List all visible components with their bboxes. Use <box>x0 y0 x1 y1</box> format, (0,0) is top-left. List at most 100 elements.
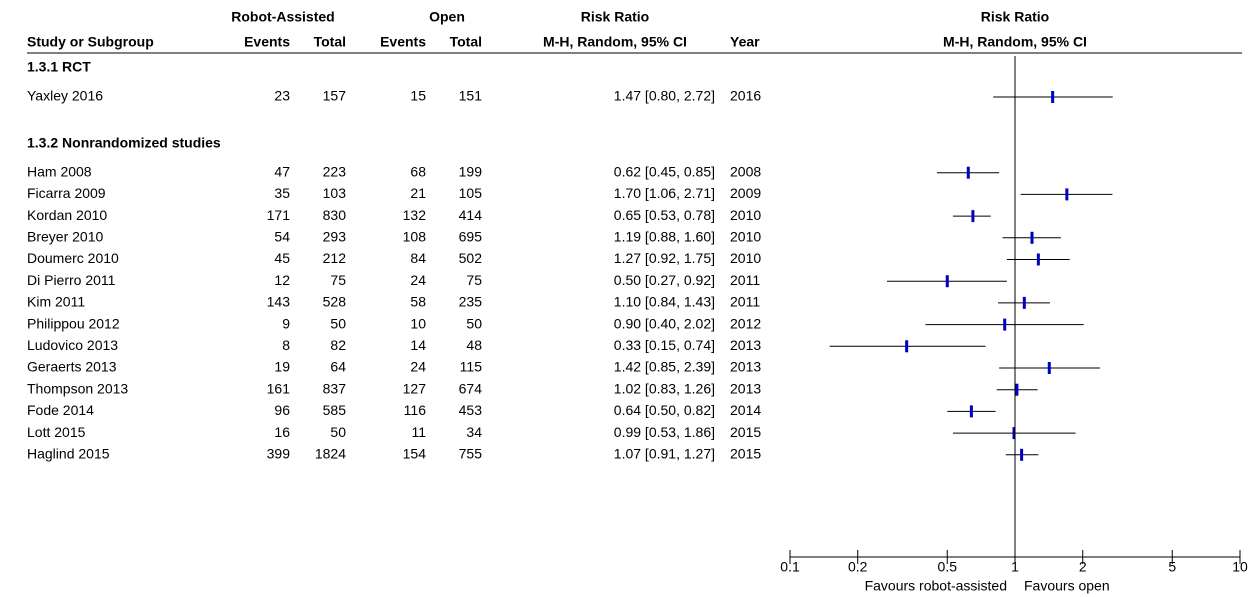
events: 24 <box>410 272 426 288</box>
ci-label: 1.42 [0.85, 2.39] <box>614 359 715 375</box>
year: 2016 <box>730 88 761 104</box>
study-name: Geraerts 2013 <box>27 359 117 375</box>
study-name: Thompson 2013 <box>27 380 128 396</box>
events: 19 <box>274 359 290 375</box>
study-name: Doumerc 2010 <box>27 250 119 266</box>
events-header: Events <box>380 34 426 50</box>
year: 2013 <box>730 380 761 396</box>
point-estimate <box>1015 383 1019 396</box>
total: 528 <box>323 294 347 310</box>
year: 2010 <box>730 207 761 223</box>
x-tick-label: 0.2 <box>848 559 868 575</box>
events: 12 <box>274 272 290 288</box>
total: 585 <box>323 402 347 418</box>
total: 837 <box>323 380 347 396</box>
ci-label: 1.07 [0.91, 1.27] <box>614 446 715 462</box>
year: 2011 <box>730 272 760 288</box>
events: 14 <box>410 337 426 353</box>
right-label: Favours open <box>1024 578 1110 594</box>
study-name: Philippou 2012 <box>27 315 120 331</box>
events: 84 <box>410 250 426 266</box>
point-estimate <box>1020 448 1024 461</box>
year: 2012 <box>730 315 761 331</box>
total: 50 <box>330 424 346 440</box>
year: 2008 <box>730 163 761 179</box>
events: 47 <box>274 163 290 179</box>
events: 8 <box>282 337 290 353</box>
study-name: Di Pierro 2011 <box>27 272 116 288</box>
total: 223 <box>323 163 347 179</box>
ci-label: 1.27 [0.92, 1.75] <box>614 250 715 266</box>
total: 105 <box>459 185 483 201</box>
point-estimate <box>966 166 970 179</box>
total: 674 <box>459 380 483 396</box>
point-estimate <box>1012 427 1016 440</box>
ci-label: 1.19 [0.88, 1.60] <box>614 229 715 245</box>
point-estimate <box>1036 253 1040 266</box>
total: 830 <box>323 207 347 223</box>
study-name: Breyer 2010 <box>27 229 103 245</box>
ci-label: 0.90 [0.40, 2.02] <box>614 315 715 331</box>
events-header: Events <box>244 34 290 50</box>
x-tick-label: 2 <box>1079 559 1087 575</box>
total-header: Total <box>314 34 346 50</box>
events: 399 <box>267 446 291 462</box>
events: 127 <box>403 380 427 396</box>
total: 212 <box>323 250 347 266</box>
x-tick-label: 10 <box>1232 559 1248 575</box>
ci-label: 0.62 [0.45, 0.85] <box>614 163 715 179</box>
point-estimate <box>905 340 909 353</box>
subgroup-label: 1.3.1 RCT <box>27 59 91 75</box>
events: 54 <box>274 229 290 245</box>
total: 453 <box>459 402 483 418</box>
ci-label: 1.47 [0.80, 2.72] <box>614 88 715 104</box>
study-name: Kordan 2010 <box>27 207 107 223</box>
events: 24 <box>410 359 426 375</box>
total: 34 <box>466 424 482 440</box>
year: 2013 <box>730 337 761 353</box>
group1-header: Robot-Assisted <box>231 9 334 25</box>
total: 50 <box>330 315 346 331</box>
left-label: Favours robot-assisted <box>865 578 1007 594</box>
ci-label: 1.10 [0.84, 1.43] <box>614 294 715 310</box>
point-estimate <box>1022 296 1026 309</box>
ci-label: 0.64 [0.50, 0.82] <box>614 402 715 418</box>
total: 199 <box>459 163 483 179</box>
total: 64 <box>330 359 346 375</box>
events: 45 <box>274 250 290 266</box>
total: 115 <box>460 359 483 375</box>
study-name: Yaxley 2016 <box>27 88 103 104</box>
year: 2010 <box>730 250 761 266</box>
year: 2015 <box>730 424 761 440</box>
total: 414 <box>459 207 483 223</box>
x-tick-label: 0.5 <box>938 559 958 575</box>
x-tick-label: 5 <box>1168 559 1176 575</box>
events: 10 <box>410 315 426 331</box>
total: 695 <box>459 229 483 245</box>
study-name: Ludovico 2013 <box>27 337 118 353</box>
effect-header: Risk Ratio <box>581 9 649 25</box>
ci-label: 0.50 [0.27, 0.92] <box>614 272 715 288</box>
ci-label: 0.99 [0.53, 1.86] <box>614 424 715 440</box>
ci-label: 1.02 [0.83, 1.26] <box>614 380 715 396</box>
x-tick-label: 1 <box>1011 559 1019 575</box>
study-name: Fode 2014 <box>27 402 94 418</box>
ci-label: 1.70 [1.06, 2.71] <box>614 185 715 201</box>
events: 35 <box>274 185 290 201</box>
point-estimate <box>969 405 973 418</box>
total: 157 <box>323 88 347 104</box>
total: 502 <box>459 250 483 266</box>
total: 103 <box>323 185 347 201</box>
study-header: Study or Subgroup <box>27 34 154 50</box>
events: 132 <box>403 207 427 223</box>
study-name: Kim 2011 <box>27 294 85 310</box>
total: 235 <box>459 294 483 310</box>
year-header: Year <box>730 34 760 50</box>
year: 2013 <box>730 359 761 375</box>
study-name: Lott 2015 <box>27 424 86 440</box>
ci-label: 0.65 [0.53, 0.78] <box>614 207 715 223</box>
point-estimate <box>971 210 975 223</box>
events: 116 <box>404 402 427 418</box>
study-name: Haglind 2015 <box>27 446 110 462</box>
total: 755 <box>459 446 483 462</box>
